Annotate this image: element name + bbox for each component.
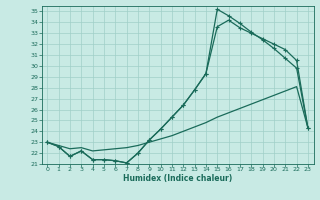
X-axis label: Humidex (Indice chaleur): Humidex (Indice chaleur): [123, 174, 232, 183]
